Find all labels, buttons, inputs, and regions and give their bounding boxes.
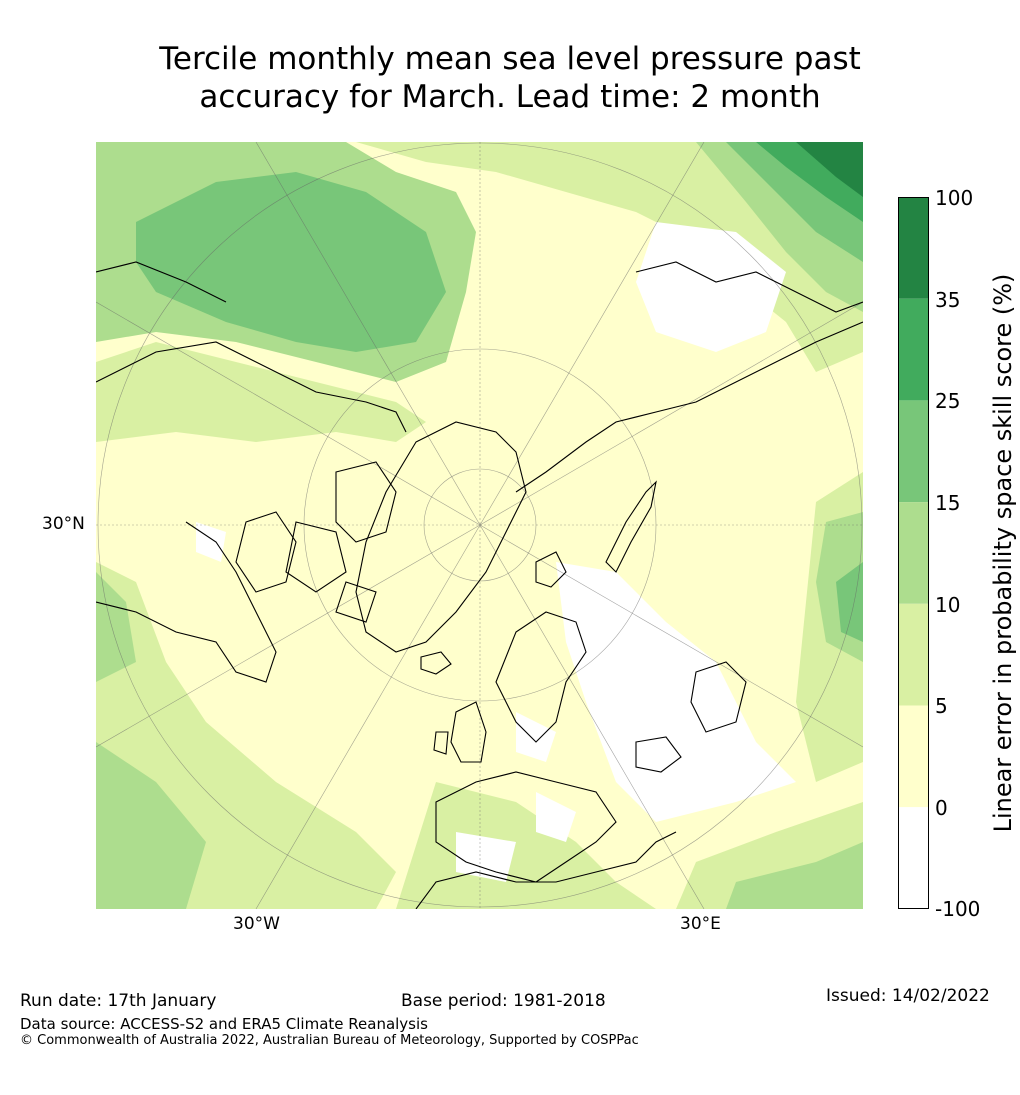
graticule bbox=[96, 142, 863, 909]
lon-label-30w: 30°W bbox=[233, 914, 280, 934]
black-sea-coast bbox=[635, 736, 682, 773]
colorbar bbox=[898, 197, 929, 909]
cbar-tick-5: 5 bbox=[935, 694, 948, 718]
caspian-coast bbox=[690, 661, 747, 733]
east-siberia-coast bbox=[635, 261, 863, 313]
copyright: © Commonwealth of Australia 2022, Austra… bbox=[20, 1033, 639, 1048]
cbar-bin-10-15 bbox=[898, 502, 929, 604]
greenland-coast bbox=[355, 421, 527, 653]
skill-band-35-100 bbox=[796, 142, 863, 197]
cbar-bin-5-10 bbox=[898, 603, 929, 706]
skill-band-15-25 bbox=[136, 142, 863, 642]
cbar-tick-0: 0 bbox=[935, 796, 948, 820]
cbar-tick-10: 10 bbox=[935, 593, 961, 617]
novaya-zemlya-coast bbox=[605, 480, 657, 573]
title-line-2: accuracy for March. Lead time: 2 month bbox=[199, 79, 821, 115]
cbar-bin-35-100 bbox=[898, 197, 929, 299]
base-period: Base period: 1981-2018 bbox=[401, 991, 606, 1011]
africa-coast bbox=[415, 831, 677, 909]
title-line-1: Tercile monthly mean sea level pressure … bbox=[159, 41, 861, 77]
canadian-archipelago-coast bbox=[285, 461, 397, 623]
north-america-coast bbox=[96, 341, 407, 683]
europe-coast bbox=[435, 771, 617, 883]
lat-label-30n: 30°N bbox=[42, 514, 85, 534]
iceland-coast bbox=[420, 651, 452, 675]
cbar-tick-35: 35 bbox=[935, 288, 961, 312]
skill-band-neg-0 bbox=[196, 222, 796, 882]
russia-coast bbox=[515, 321, 863, 493]
cbar-tick-100: 100 bbox=[935, 186, 974, 210]
cbar-tick-neg100: -100 bbox=[935, 897, 981, 921]
british-isles-coast bbox=[433, 701, 487, 763]
cbar-tick-25: 25 bbox=[935, 389, 961, 413]
skill-score-map bbox=[96, 142, 863, 909]
chart-title: Tercile monthly mean sea level pressure … bbox=[0, 40, 1020, 116]
colorbar-title: Linear error in probability space skill … bbox=[989, 273, 1017, 833]
issued-date: Issued: 14/02/2022 bbox=[826, 986, 990, 1006]
svalbard-coast bbox=[535, 551, 567, 588]
cbar-bin-15-25 bbox=[898, 400, 929, 503]
scandinavia-coast bbox=[495, 611, 587, 743]
cbar-bin-neg bbox=[898, 807, 929, 909]
cbar-bin-25-35 bbox=[898, 298, 929, 401]
alaska-coast bbox=[96, 261, 227, 303]
lon-label-30e: 30°E bbox=[680, 914, 721, 934]
coastlines bbox=[96, 261, 863, 909]
hudson-bay-coast bbox=[235, 511, 297, 593]
data-source: Data source: ACCESS-S2 and ERA5 Climate … bbox=[20, 1015, 428, 1033]
cbar-bin-0-5 bbox=[898, 705, 929, 808]
run-date: Run date: 17th January bbox=[20, 991, 217, 1011]
cbar-tick-15: 15 bbox=[935, 491, 961, 515]
